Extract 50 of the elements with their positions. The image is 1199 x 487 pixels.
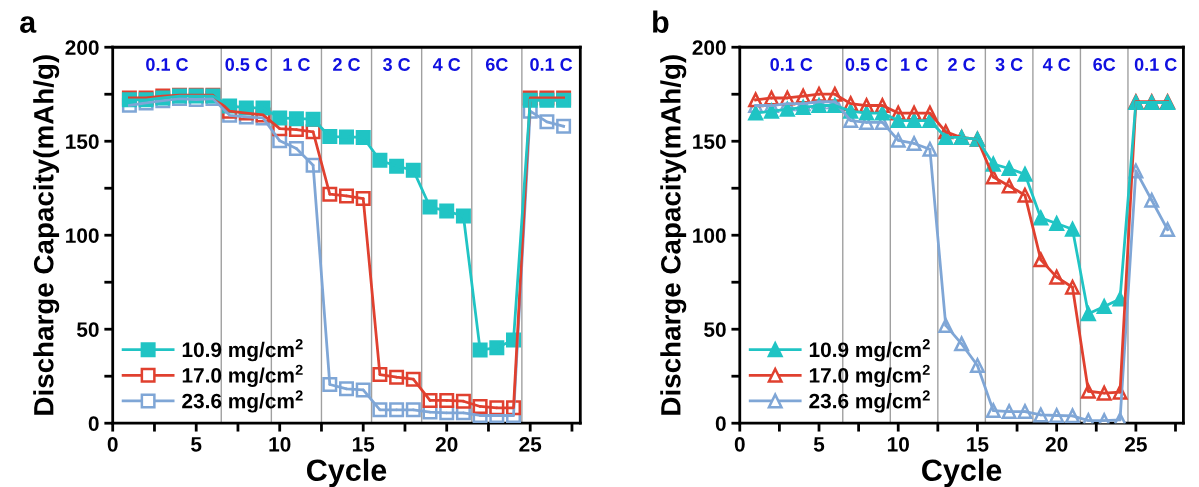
x-tick-label: 15 <box>967 437 989 452</box>
x-tick-label: 5 <box>191 437 202 452</box>
legend-label: 10.9 mg/cm$^{2}$ <box>809 339 930 362</box>
y-tick-label: 100 <box>693 228 726 243</box>
annotation: 4 C <box>1042 58 1071 71</box>
y-tick-label: 0 <box>88 416 99 431</box>
y-axis-title: Discharge Capacity(mAh/g) <box>33 55 60 415</box>
x-tick-label: 10 <box>269 436 291 452</box>
legend-label: 17.0 mg/cm$^{2}$ <box>809 364 930 387</box>
x-axis-title: Cycle <box>307 458 387 487</box>
y-tick-label: 100 <box>66 228 99 243</box>
y-tick-label: 150 <box>66 134 99 149</box>
annotation: 0.1 C <box>770 58 813 71</box>
annotation: 0.5 C <box>845 58 888 71</box>
annotation: 1 C <box>283 58 310 71</box>
annotation: 0.1 C <box>1134 58 1177 71</box>
annotation: 0.5 C <box>225 58 268 71</box>
y-tick-label: 200 <box>692 40 726 55</box>
annotation: 6C <box>1093 58 1116 71</box>
x-tick-label: 15 <box>352 437 375 452</box>
x-tick-label: 25 <box>519 436 542 452</box>
annotation: 6C <box>485 58 508 71</box>
annotation: 1 C <box>901 58 928 71</box>
x-tick-label: 20 <box>435 436 458 452</box>
y-tick-label: 50 <box>76 322 99 337</box>
chart-title: b <box>653 10 669 33</box>
annotation: 2 C <box>948 58 976 71</box>
legend-label: 10.9 mg/cm$^{2}$ <box>182 339 303 362</box>
y-tick-label: 0 <box>715 416 726 431</box>
y-tick-label: 200 <box>65 40 99 55</box>
x-tick-label: 5 <box>813 437 825 452</box>
annotation: 3 C <box>382 58 411 71</box>
x-tick-label: 0 <box>734 436 745 452</box>
annotation: 2 C <box>333 58 361 71</box>
annotation: 3 C <box>995 58 1023 71</box>
annotation: 0.1 C <box>530 58 573 71</box>
x-tick-label: 25 <box>1125 436 1147 452</box>
y-tick-label: 150 <box>693 134 726 149</box>
chart-title: a <box>20 16 37 33</box>
legend-label: 23.6 mg/cm$^{2}$ <box>182 390 303 413</box>
legend-label: 17.0 mg/cm$^{2}$ <box>182 364 303 387</box>
annotation: 0.1 C <box>146 58 189 71</box>
x-tick-label: 10 <box>887 436 909 452</box>
y-tick-label: 50 <box>704 322 726 337</box>
legend-label: 23.6 mg/cm$^{2}$ <box>809 390 930 413</box>
x-axis-title: Cycle <box>922 458 1002 487</box>
y-axis-title: Discharge Capacity(mAh/g) <box>660 55 687 415</box>
annotation: 4 C <box>432 58 461 71</box>
x-tick-label: 0 <box>107 436 118 452</box>
x-tick-label: 20 <box>1045 436 1068 452</box>
